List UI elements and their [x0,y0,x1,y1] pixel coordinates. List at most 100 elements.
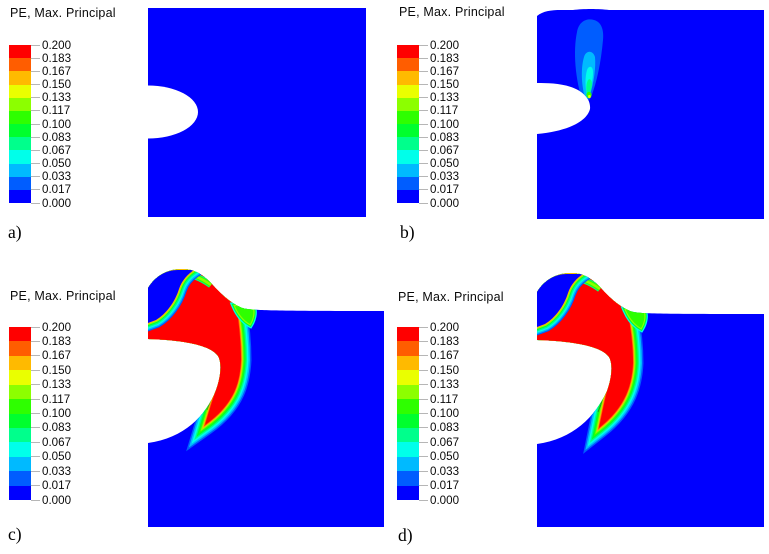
legend-color-band [397,110,419,125]
legend-tick-label: 0.183 [430,334,460,348]
legend-tick-label: 0.033 [42,170,72,184]
legend-color-band [9,163,31,178]
legend-tick-label: 0.200 [42,38,72,52]
legend-tick-label: 0.183 [42,51,72,65]
legend-color-band [9,97,31,112]
legend-tick-label: 0.000 [42,196,72,210]
legend-color-band [9,384,31,400]
legend-tick [419,384,428,386]
legend-color-band [9,413,31,429]
legend-color-band [9,150,31,164]
legend-color-band [9,341,31,357]
legend-tick-label: 0.167 [42,64,72,78]
contour-plot-a [148,8,366,217]
legend-tick [419,441,428,443]
contour-plot-c [148,269,384,527]
legend-tick [419,369,428,371]
legend-tick [419,427,428,429]
panel-a-title: PE, Max. Principal [10,6,116,20]
legend-tick-label: 0.117 [42,392,71,406]
legend-color-band [9,110,31,125]
notch-tip-hotspot-core [588,94,591,99]
legend-tick [31,470,40,472]
legend-color-band [397,427,419,443]
legend-tick [419,470,428,472]
legend-tick [31,70,40,72]
legend-tick-label: 0.150 [430,363,460,377]
legend-color-band [9,189,31,204]
legend-tick-label: 0.133 [42,378,72,392]
legend-tick-label: 0.017 [42,479,72,493]
panel-d-title: PE, Max. Principal [398,290,504,304]
legend-tick-label: 0.100 [42,407,72,420]
legend-tick-label: 0.067 [42,143,72,157]
legend-tick-label: 0.133 [430,378,460,392]
panel-b-letter: b) [400,222,415,242]
legend-color-band [397,327,419,342]
legend-tick [31,413,40,414]
legend-color-band [9,370,31,386]
legend-color-band [9,45,31,59]
legend-tick [31,202,40,204]
legend-tick-label: 0.167 [42,349,72,363]
legend-tick [419,149,428,151]
legend-tick-label: 0.017 [430,479,460,493]
legend-color-band [397,163,419,178]
legend-tick [419,44,428,46]
legend-tick-label: 0.000 [42,493,72,507]
legend-color-band [397,45,419,59]
legend-color-band [9,176,31,191]
legend-tick [419,485,428,487]
legend-color-band [397,413,419,429]
legend-tick [419,84,428,85]
legend-tick-label: 0.117 [430,104,459,118]
legend-tick-label: 0.000 [430,493,460,507]
legend-color-band [9,456,31,472]
legend-tick-label: 0.200 [430,38,460,52]
legend-color-band [397,471,419,486]
legend-tick [31,427,40,429]
legend-tick-label: 0.183 [42,334,72,348]
legend-tick [419,326,428,328]
panel-a-letter: a) [8,222,22,242]
legend-tick [419,413,428,414]
legend-tick-label: 0.100 [42,117,72,131]
legend-color-band [397,71,419,85]
legend-tick-label: 0.083 [42,130,72,144]
legend-tick [31,44,40,46]
contour-plot-d [537,273,764,527]
legend-color-band [397,189,419,204]
legend-tick-label: 0.117 [430,392,459,406]
legend-tick [31,384,40,386]
legend-tick [419,189,428,191]
legend-tick [31,84,40,85]
legend-tick-label: 0.133 [42,91,72,105]
legend-tick-label: 0.017 [42,183,72,197]
legend-tick [419,340,428,342]
legend-tick-label: 0.167 [430,349,460,363]
legend-tick [419,456,428,458]
notch-a [148,85,198,139]
undeformed-notch-outline [566,343,605,413]
legend-tick [419,499,428,501]
legend-tick [31,123,40,125]
legend-color-band [9,84,31,99]
legend-tick [31,441,40,443]
legend-tick [31,499,40,501]
legend-color-band [9,442,31,458]
contour-plot-b [537,8,764,220]
plate-b [537,8,764,220]
colorbar-legend-a: 0.200 0.183 0.167 0.150 0.133 0.117 0.100 0.083… [9,39,93,213]
legend-tick-label: 0.033 [42,464,72,478]
legend-color-band [397,58,419,72]
legend-tick-label: 0.067 [42,435,72,449]
legend-color-band [9,71,31,85]
legend-tick [31,57,40,59]
legend-color-band [397,456,419,472]
legend-tick-label: 0.150 [42,363,72,377]
legend-tick [31,398,40,400]
legend-tick [419,163,428,164]
legend-tick-label: 0.050 [42,450,72,464]
legend-color-band [9,399,31,414]
